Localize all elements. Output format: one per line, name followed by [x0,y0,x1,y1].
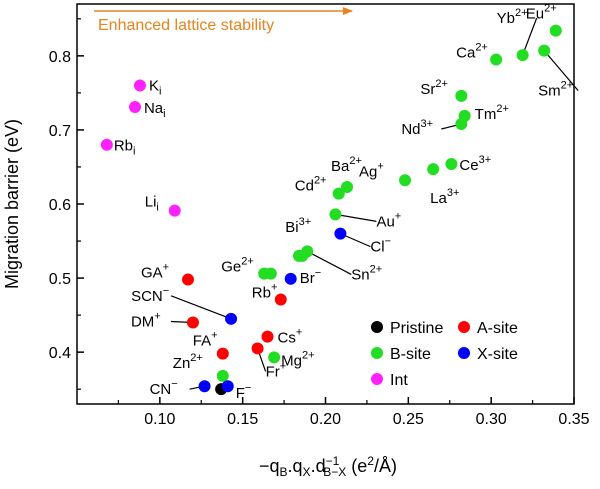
data-point-x-site [284,272,297,285]
x-tick-label: 0.35 [558,411,589,428]
axis-ticks: 0.10 0.15 0.20 0.25 0.30 0.35 0.4 0.5 0.6 0.7 0.8 [49,18,590,428]
point-label: Ki [149,77,161,97]
point-label: Rb+ [252,282,278,302]
data-point-x-site [334,227,347,240]
annotation-text: Enhanced lattice stability [98,17,274,34]
point-label: CN− [150,378,178,398]
data-point-b-site [458,109,471,122]
point-label: Nai [144,100,166,120]
leader-line [306,250,352,275]
data-point-x-site [225,312,238,325]
point-label: Eu2+ [526,3,557,23]
legend-marker [371,321,383,333]
point-label: GA+ [141,262,169,282]
legend-marker [371,373,383,385]
data-point-b-site [341,180,354,193]
data-point-b-site [216,369,229,382]
leader-line [543,50,579,92]
data-point-b-site [332,187,345,200]
legend: Pristine A-site B-site X-site Int [371,320,518,389]
legend-label: B-site [390,346,431,363]
x-tick-label: 0.25 [393,411,424,428]
legend-marker [458,347,470,359]
legend-label: X-site [477,346,518,363]
data-point-b-site [296,249,309,262]
point-label: FA+ [193,330,218,350]
data-point-a-site [251,342,264,355]
y-tick-label: 0.4 [49,345,71,362]
point-label: Yb2+ [497,7,528,27]
y-tick-label: 0.8 [49,49,71,66]
data-point-a-site [181,273,194,286]
point-label: Ce3+ [459,154,491,174]
y-axis-title: Migration barrier (eV) [2,119,22,289]
point-label: Sm2+ [538,80,573,100]
legend-marker [458,321,470,333]
point-label: Ag+ [359,160,384,180]
point-label: Sr2+ [420,78,448,98]
point-label: Mg2+ [281,349,314,369]
point-label: Br− [300,267,321,287]
data-point-a-site [216,347,229,360]
legend-label: Pristine [390,320,443,337]
x-tick-label: 0.20 [310,411,341,428]
legend-marker [371,347,383,359]
data-point-x-site [198,380,211,393]
point-label: Ba2+ [331,155,362,175]
point-label: Rbi [114,138,136,158]
point-label: Ge2+ [221,256,254,276]
leader-line [170,295,232,320]
data-point-b-site [445,158,458,170]
point-label: Nd3+ [401,118,433,138]
point-label: Fr+ [266,360,287,380]
point-label: Cs+ [278,327,303,347]
x-axis-title: −qB.qX.d−1 B−X (e2/Å) [259,454,397,479]
y-tick-label: 0.6 [49,197,71,214]
data-point-b-site [549,24,562,37]
point-label: SCN− [131,285,169,305]
legend-label: A-site [477,320,518,337]
data-point-b-site [264,267,277,280]
data-point-b-site [490,53,503,66]
data-point-b-site [516,49,529,62]
point-label: Cl− [370,236,391,256]
point-label: Sn2+ [351,263,382,283]
x-tick-label: 0.30 [476,411,507,428]
x-tick-label: 0.10 [144,411,175,428]
data-point-int [168,204,181,217]
point-label: Cd2+ [295,175,327,195]
data-point-int [100,138,113,151]
point-label: F− [236,382,252,402]
data-points [100,24,562,396]
leader-line [522,17,538,56]
point-label: Bi3+ [285,216,311,236]
point-label: Tm2+ [475,103,509,123]
data-point-b-site [538,44,551,57]
point-label: DM+ [131,311,161,331]
data-point-int [128,100,141,113]
data-point-b-site [329,208,342,221]
data-point-int [133,79,146,92]
point-label: Au+ [376,210,401,230]
data-point-b-site [399,174,412,187]
data-point-b-site [427,163,440,176]
data-point-b-site [455,89,468,102]
data-point-a-site [261,330,274,343]
y-tick-label: 0.7 [49,123,71,140]
point-labels: GA+ DM+ FA+ Fr+ Cs+ Rb+ Zn2+ Mg2+ Ge2+ Sn2+ Bi3+ Au… [114,3,573,403]
data-point-x-site [221,380,234,393]
data-point-a-site [274,293,287,306]
point-label: La3+ [430,187,459,207]
x-tick-label: 0.15 [227,411,258,428]
point-label: Ca2+ [456,42,488,62]
data-point-b-site [268,351,281,364]
point-label: Zn2+ [173,352,203,372]
data-point-a-site [186,316,199,329]
leader-line [335,213,377,222]
y-tick-label: 0.5 [49,271,71,288]
point-label: Lii [145,194,159,214]
annotation: Enhanced lattice stability [94,7,353,34]
legend-label: Int [390,372,408,389]
